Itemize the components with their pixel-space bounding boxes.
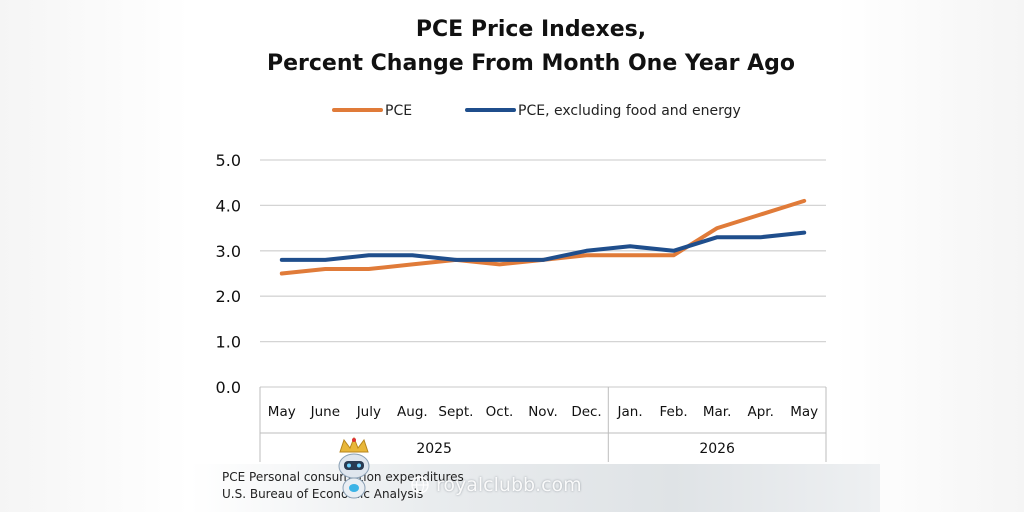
crowned-robot-mascot-icon: [338, 436, 370, 499]
x-axis-categories: May June July Aug. Sept. Oct. Nov. Dec. Jan. Feb.…: [259, 387, 827, 462]
x-tick-label: June: [310, 404, 340, 420]
y-tick-label: 1.0: [216, 333, 241, 352]
y-tick-label: 4.0: [216, 196, 241, 215]
x-tick-label: Jan.: [617, 404, 643, 420]
site-watermark: royalclubb.com: [410, 474, 582, 496]
x-tick-label: May: [268, 404, 296, 420]
year-group-label: 2025: [416, 441, 452, 457]
footer-band: [190, 464, 880, 512]
left-background-fade: [0, 0, 190, 512]
source-note-line-2: U.S. Bureau of Economic Analysis: [222, 487, 424, 501]
y-tick-label: 3.0: [216, 242, 241, 261]
y-tick-label: 5.0: [216, 151, 241, 170]
globe-icon: [411, 476, 429, 494]
source-note-line-1: PCE Personal consumption expenditures: [222, 470, 464, 484]
x-tick-label: July: [356, 404, 381, 420]
x-tick-label: Mar.: [703, 404, 732, 420]
right-background-fade: [834, 0, 1024, 512]
legend-label-core-pce: PCE, excluding food and energy: [518, 103, 741, 119]
gridlines: [260, 159, 826, 388]
x-tick-label: Nov.: [528, 404, 558, 420]
x-tick-label: Dec.: [571, 404, 601, 420]
y-tick-label: 0.0: [216, 378, 241, 397]
x-tick-label: Oct.: [486, 404, 514, 420]
x-tick-label: Aug.: [397, 404, 428, 420]
chart-title-line-1: PCE Price Indexes,: [416, 17, 646, 42]
y-tick-label: 2.0: [216, 287, 241, 306]
chart-title-line-2: Percent Change From Month One Year Ago: [267, 51, 795, 76]
year-group-label: 2026: [699, 441, 735, 457]
x-tick-label: Apr.: [747, 404, 773, 420]
x-tick-label: Sept.: [438, 404, 473, 420]
x-tick-label: May: [790, 404, 818, 420]
legend-label-pce: PCE: [385, 103, 412, 119]
series-line-core-pce: [279, 230, 807, 262]
series-lines: [279, 198, 807, 276]
x-tick-label: Feb.: [660, 404, 688, 420]
y-axis-ticks: 5.0 4.0 3.0 2.0 1.0 0.0: [216, 151, 241, 397]
legend: PCE PCE, excluding food and energy: [332, 103, 741, 119]
watermark-text: royalclubb.com: [436, 474, 582, 496]
